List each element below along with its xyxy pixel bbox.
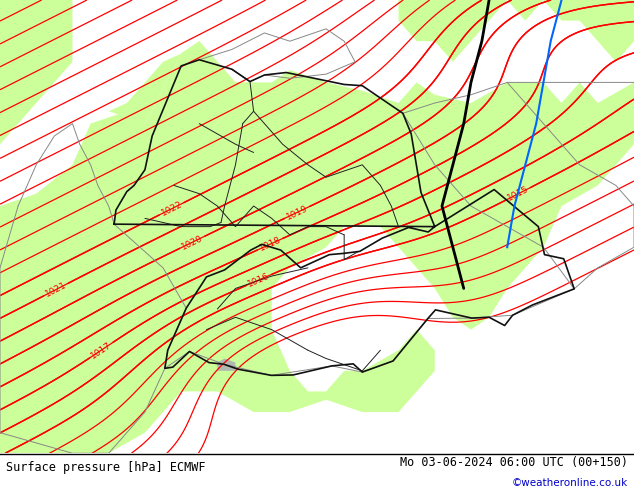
Polygon shape (399, 0, 634, 62)
Text: 1019: 1019 (285, 203, 309, 221)
Text: 1022: 1022 (159, 199, 184, 218)
Polygon shape (0, 41, 261, 453)
Text: Surface pressure [hPa] ECMWF: Surface pressure [hPa] ECMWF (6, 462, 206, 474)
Text: Mo 03-06-2024 06:00 UTC (00+150): Mo 03-06-2024 06:00 UTC (00+150) (399, 456, 628, 469)
Text: 1017: 1017 (89, 340, 113, 360)
Polygon shape (108, 41, 634, 412)
Polygon shape (217, 359, 235, 371)
Text: 1021: 1021 (44, 280, 68, 299)
Text: 1020: 1020 (180, 233, 205, 251)
Text: 1015: 1015 (506, 185, 530, 203)
Polygon shape (0, 0, 72, 144)
Text: ©weatheronline.co.uk: ©weatheronline.co.uk (512, 478, 628, 488)
Text: 1016: 1016 (247, 271, 271, 289)
Text: 1018: 1018 (258, 235, 283, 253)
